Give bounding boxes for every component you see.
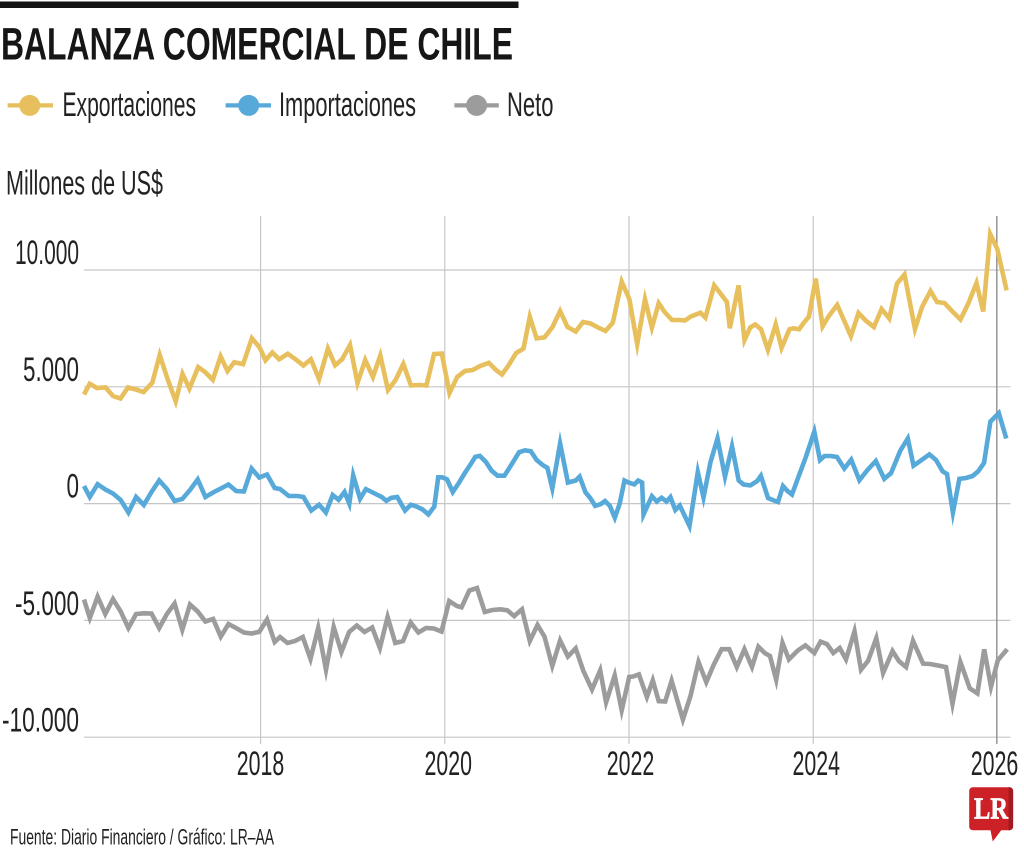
svg-text:0: 0 <box>67 468 80 506</box>
svg-text:2024: 2024 <box>793 745 841 783</box>
svg-text:10.000: 10.000 <box>15 234 79 272</box>
svg-text:-5.000: -5.000 <box>15 585 79 623</box>
svg-text:Importaciones: Importaciones <box>279 86 416 124</box>
svg-text:5.000: 5.000 <box>23 351 79 389</box>
svg-text:2026: 2026 <box>971 745 1019 783</box>
svg-text:2022: 2022 <box>607 745 655 783</box>
svg-text:Neto: Neto <box>507 86 554 124</box>
svg-text:Exportaciones: Exportaciones <box>63 86 197 124</box>
svg-text:LR: LR <box>974 791 1008 826</box>
svg-text:2018: 2018 <box>237 745 285 783</box>
svg-text:Fuente: Diario Financiero / Gr: Fuente: Diario Financiero / Gráfico: LR–… <box>10 825 274 850</box>
svg-text:Millones de US$: Millones de US$ <box>6 164 163 202</box>
svg-text:2020: 2020 <box>425 745 473 783</box>
svg-text:BALANZA COMERCIAL DE CHILE: BALANZA COMERCIAL DE CHILE <box>1 19 513 70</box>
svg-text:-10.000: -10.000 <box>2 701 79 739</box>
